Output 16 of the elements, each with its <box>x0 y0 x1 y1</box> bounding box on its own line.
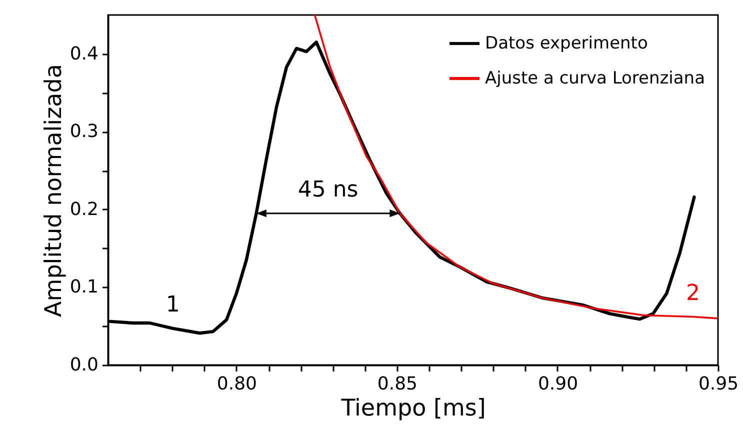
y-tick-label: 0.4 <box>70 43 98 64</box>
annotation: 1 <box>166 292 180 318</box>
legend-label: Datos experimento <box>485 34 648 54</box>
y-tick-label: 0.2 <box>70 198 98 220</box>
annotation: 2 <box>686 280 700 306</box>
y-tick-label: 0.0 <box>70 354 98 376</box>
x-axis-title: Tiempo [ms] <box>340 396 486 422</box>
y-tick-label: 0.3 <box>70 121 98 142</box>
x-tick-label: 0.85 <box>377 374 418 394</box>
y-axis-title: Amplitud normalizada <box>40 64 67 317</box>
x-tick-label: 0.95 <box>698 374 739 394</box>
y-tick-label: 0.1 <box>70 276 98 298</box>
x-tick-label: 0.90 <box>538 374 578 394</box>
x-tick-label: 0.80 <box>216 374 257 394</box>
legend-label: Ajuste a curva Lorenziana <box>485 68 706 88</box>
annotation: 45 ns <box>298 177 358 202</box>
